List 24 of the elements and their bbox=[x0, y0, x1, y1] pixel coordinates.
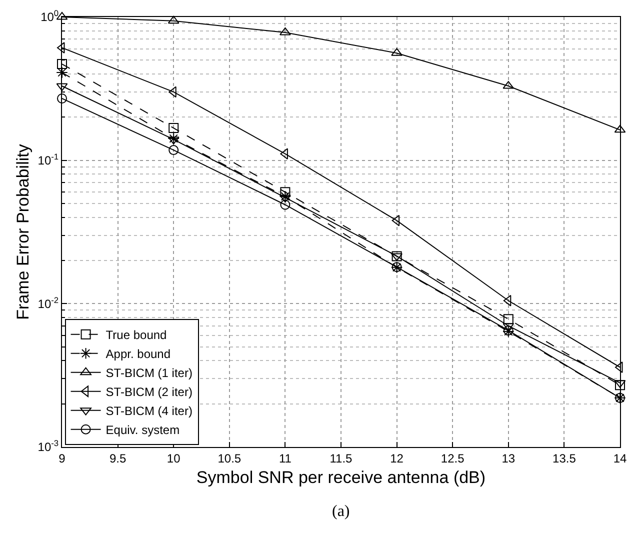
x-tick-label: 11.5 bbox=[330, 451, 353, 466]
x-tick-label: 11 bbox=[278, 451, 292, 466]
legend-label: ST-BICM (4 iter) bbox=[106, 404, 192, 418]
y-tick-label: 10$^{0}$ bbox=[40, 8, 59, 24]
x-tick-label: 9.5 bbox=[109, 451, 126, 466]
legend-label: Equiv. system bbox=[106, 423, 180, 438]
x-tick-label: 10 bbox=[166, 451, 181, 466]
x-tick-label: 12 bbox=[390, 451, 404, 466]
y-tick-label: 10$^{-3}$ bbox=[38, 438, 59, 454]
y-axis-title: Frame Error Probability bbox=[13, 144, 32, 320]
legend-label: ST-BICM (1 iter) bbox=[106, 366, 192, 380]
legend-label: Appr. bound bbox=[106, 347, 171, 362]
x-axis-title: Symbol SNR per receive antenna (dB) bbox=[196, 468, 486, 487]
x-tick-label: 12.5 bbox=[440, 451, 465, 466]
y-tick-label: 10$^{-2}$ bbox=[38, 294, 59, 311]
x-tick-label: 14 bbox=[613, 451, 627, 466]
x-tick-label: 10.5 bbox=[218, 451, 242, 466]
x-tick-label: 9 bbox=[58, 451, 66, 466]
legend-label: True bound bbox=[106, 328, 167, 342]
legend-label: ST-BICM (2 iter) bbox=[106, 385, 192, 400]
x-tick-label: 13 bbox=[502, 451, 516, 466]
text: (a) bbox=[332, 503, 350, 520]
x-tick-label: 13.5 bbox=[552, 451, 576, 466]
y-tick-label: 10$^{-1}$ bbox=[38, 151, 59, 168]
